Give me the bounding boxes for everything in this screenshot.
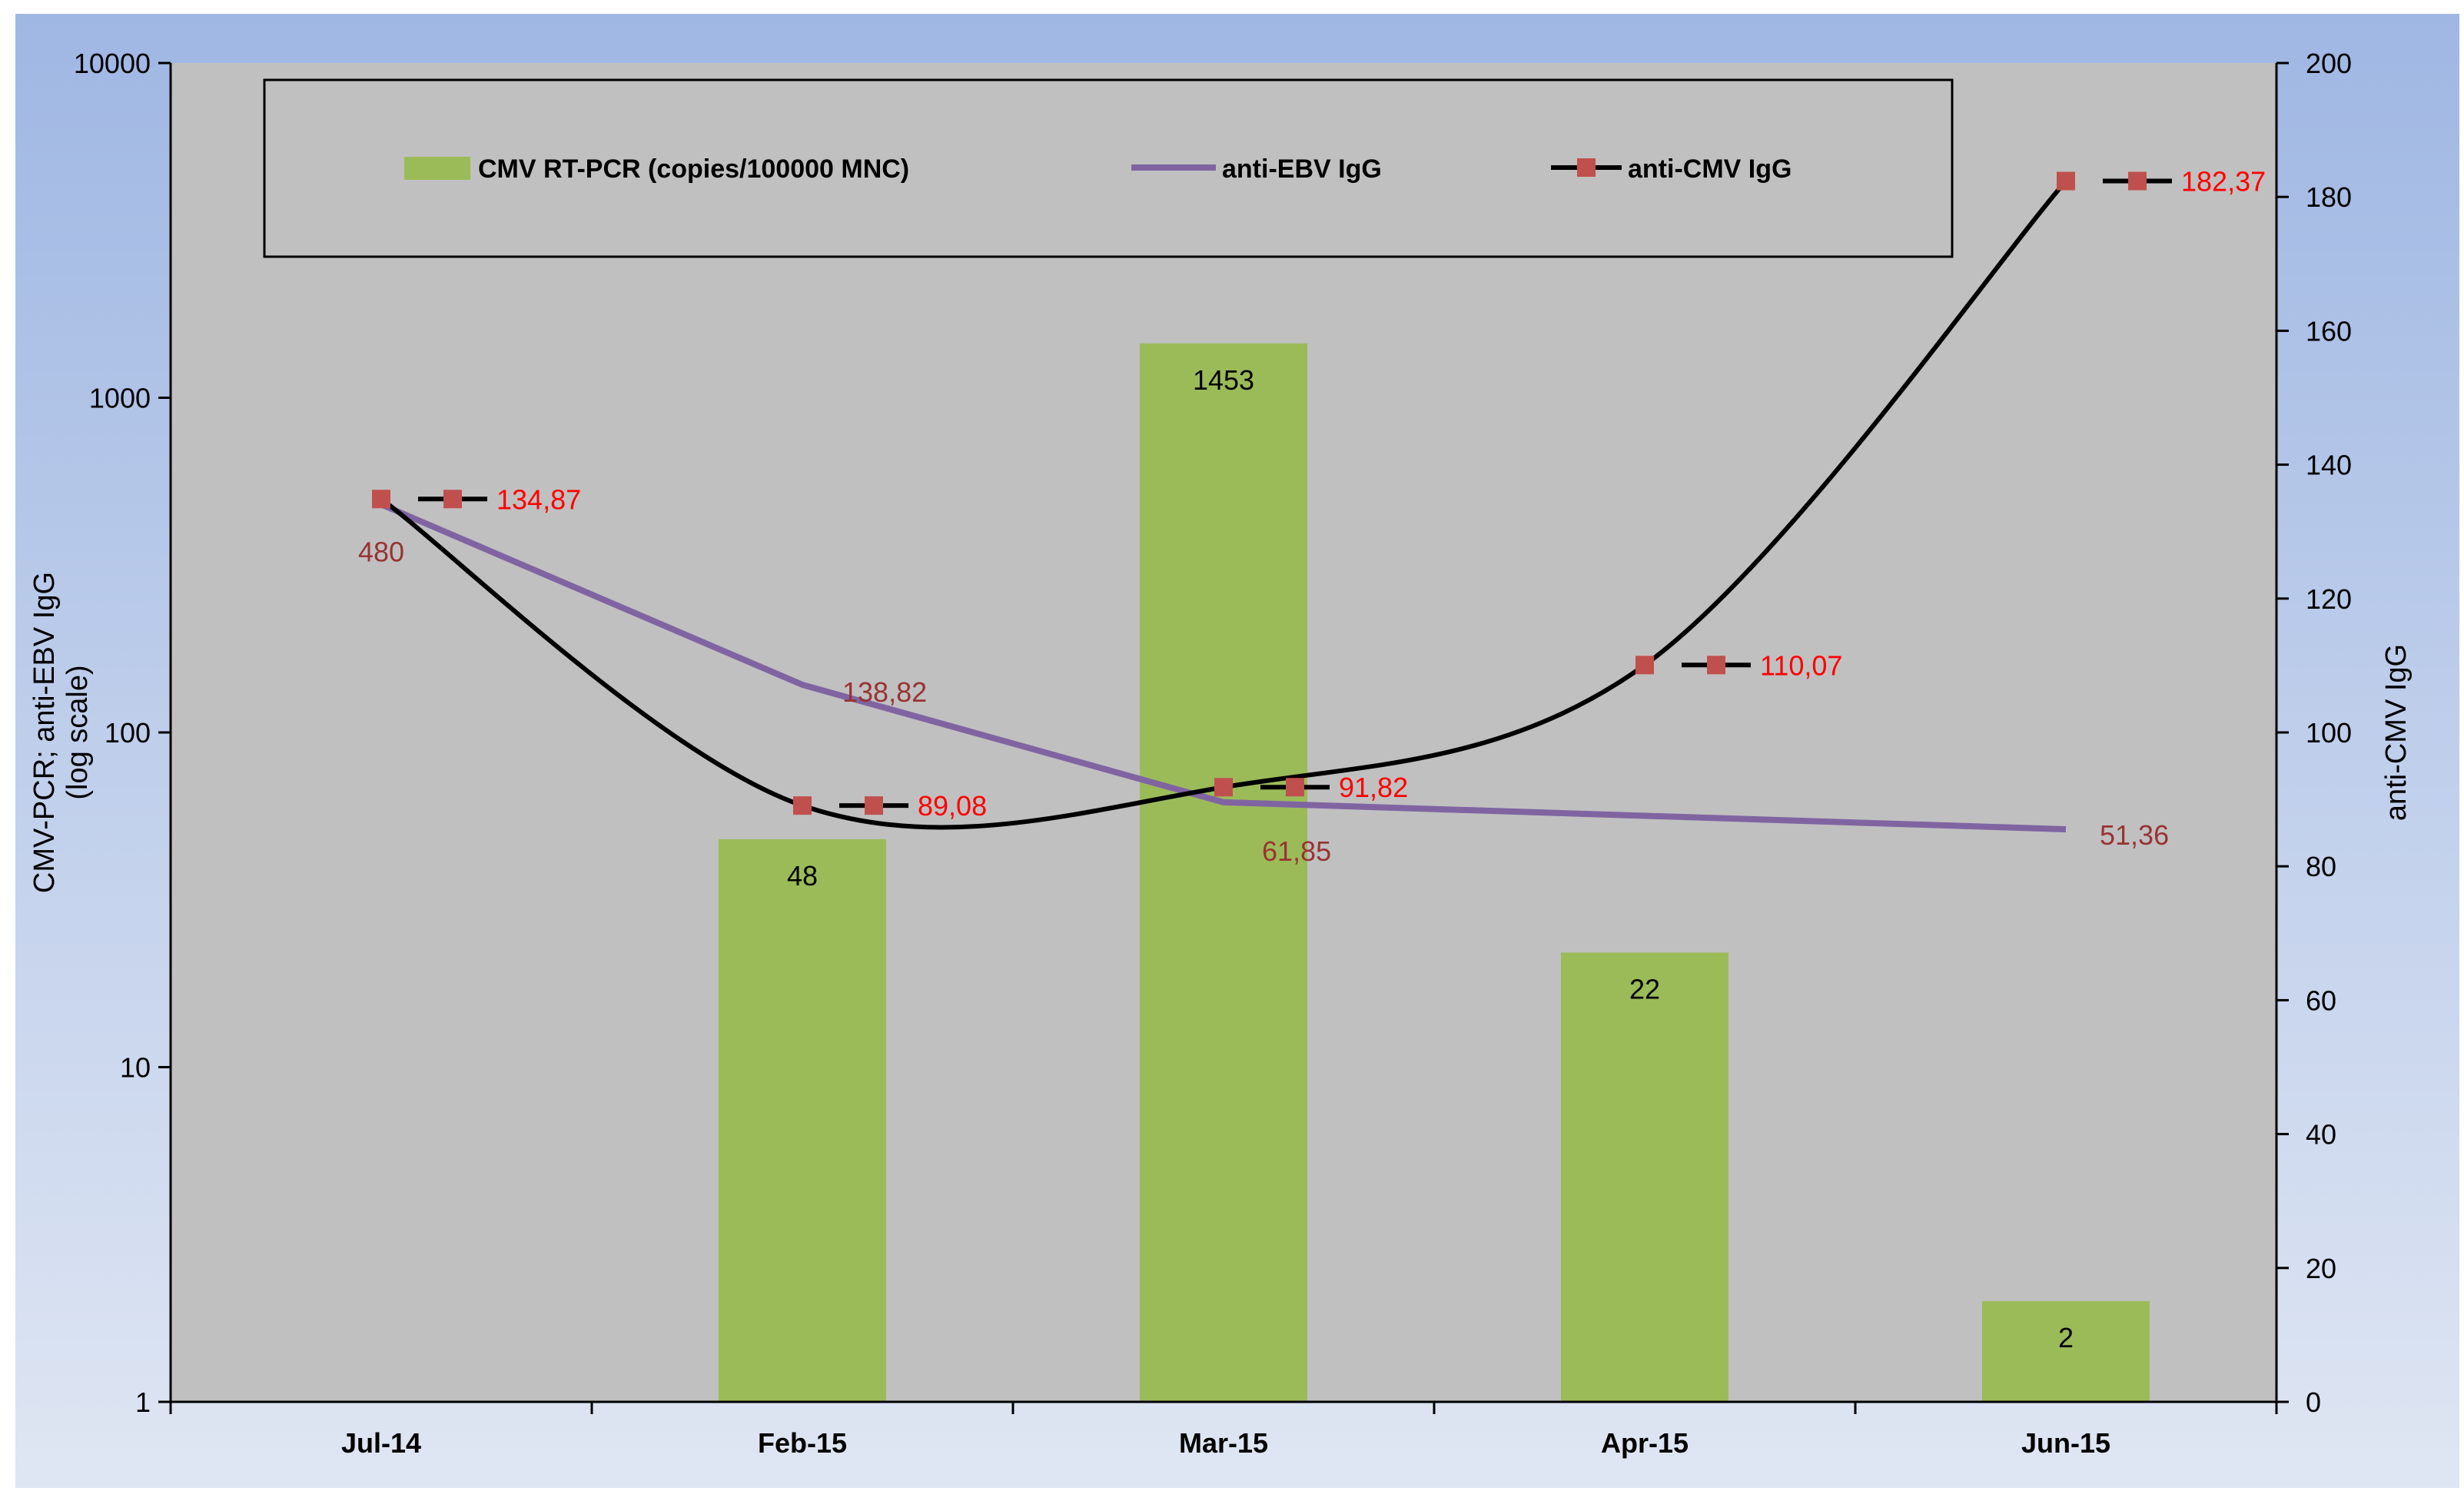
right-tick-label: 0 — [2306, 1386, 2321, 1418]
y-left-axis-sublabel: (log scale) — [61, 665, 94, 799]
cmv-value-label: 182,37 — [2181, 166, 2266, 198]
x-tick-label: Apr-15 — [1601, 1427, 1689, 1459]
bar — [1982, 1300, 2150, 1402]
cmv-value-label: 89,08 — [918, 790, 987, 822]
right-tick-label: 40 — [2306, 1119, 2336, 1151]
left-axis-ticks: 1 10 100 1000 10000 — [74, 48, 171, 1418]
cmv-line-layer — [372, 171, 2075, 830]
right-tick-label: 20 — [2306, 1253, 2336, 1284]
bar — [1561, 952, 1728, 1402]
left-tick-label: 10 — [120, 1052, 151, 1084]
y-right-axis-label: anti-CMV IgG — [2380, 644, 2413, 821]
ebv-value-label: 480 — [358, 536, 404, 567]
cmv-label-key-marker — [865, 796, 883, 815]
x-tick-label: Feb-15 — [758, 1427, 847, 1459]
cmv-marker — [2057, 171, 2075, 191]
right-tick-label: 80 — [2306, 851, 2336, 882]
legend-swatch-cmv-marker — [1577, 158, 1596, 177]
legend-entry-cmv-pcr: CMV RT-PCR (copies/100000 MNC) — [478, 154, 909, 184]
left-tick-label: 1000 — [89, 383, 151, 414]
cmv-marker — [372, 490, 390, 509]
ebv-series-line — [380, 501, 2067, 833]
right-tick-label: 140 — [2306, 450, 2352, 481]
x-axis-ticks: Jul-14 Feb-15 Mar-15 Apr-15 Jun-15 — [169, 1402, 2278, 1459]
right-tick-label: 100 — [2306, 717, 2352, 749]
right-tick-label: 120 — [2306, 583, 2352, 615]
x-tick-label: Jul-14 — [341, 1427, 421, 1459]
legend-box — [263, 78, 1954, 258]
right-tick-label: 60 — [2306, 985, 2336, 1016]
x-tick-label: Jun-15 — [2021, 1427, 2110, 1459]
bar-value-label: 1453 — [1193, 364, 1254, 396]
x-tick-label: Mar-15 — [1179, 1427, 1268, 1459]
ebv-value-label: 138,82 — [842, 676, 927, 708]
right-tick-label: 200 — [2306, 48, 2352, 79]
cmv-label-key-marker — [1286, 778, 1304, 797]
bar — [1140, 343, 1307, 1403]
cmv-label-key-marker — [1707, 656, 1725, 675]
right-tick-label: 160 — [2306, 315, 2352, 347]
cmv-value-label: 134,87 — [496, 483, 581, 515]
legend: CMV RT-PCR (copies/100000 MNC) anti-EBV … — [263, 78, 1954, 258]
bar — [719, 839, 886, 1402]
bar-value-label: 48 — [787, 860, 818, 892]
bar-value-label: 2 — [2058, 1322, 2074, 1353]
legend-entry-anti-cmv: anti-CMV IgG — [1628, 154, 1792, 184]
cmv-label-key-marker — [443, 490, 462, 509]
right-axis-ticks: 0 20 40 60 80 100 120 140 160 180 200 — [2276, 48, 2352, 1418]
cmv-series-line — [380, 179, 2068, 830]
left-tick-label: 100 — [105, 717, 151, 749]
legend-entry-anti-ebv: anti-EBV IgG — [1222, 154, 1382, 184]
data-labels-layer: 481453222480138,8261,8551,36134,8789,089… — [358, 166, 2266, 1353]
ebv-value-label: 51,36 — [2100, 819, 2169, 851]
cmv-value-label: 110,07 — [1760, 649, 1842, 681]
y-left-axis-label: CMV-PCR; anti-EBV IgG — [28, 572, 61, 893]
left-tick-label: 10000 — [74, 48, 151, 79]
left-tick-label: 1 — [135, 1386, 151, 1418]
cmv-label-key-marker — [2128, 171, 2147, 191]
cmv-marker — [1635, 656, 1654, 675]
ebv-line-layer — [380, 501, 2067, 833]
cmv-marker — [1214, 778, 1233, 797]
bar-value-label: 22 — [1629, 973, 1660, 1005]
cmv-marker — [793, 796, 812, 815]
right-tick-label: 180 — [2306, 181, 2352, 213]
bars-layer — [719, 343, 2150, 1403]
legend-swatch-bar — [404, 157, 470, 180]
ebv-value-label: 61,85 — [1262, 835, 1331, 867]
cmv-value-label: 91,82 — [1339, 772, 1408, 803]
